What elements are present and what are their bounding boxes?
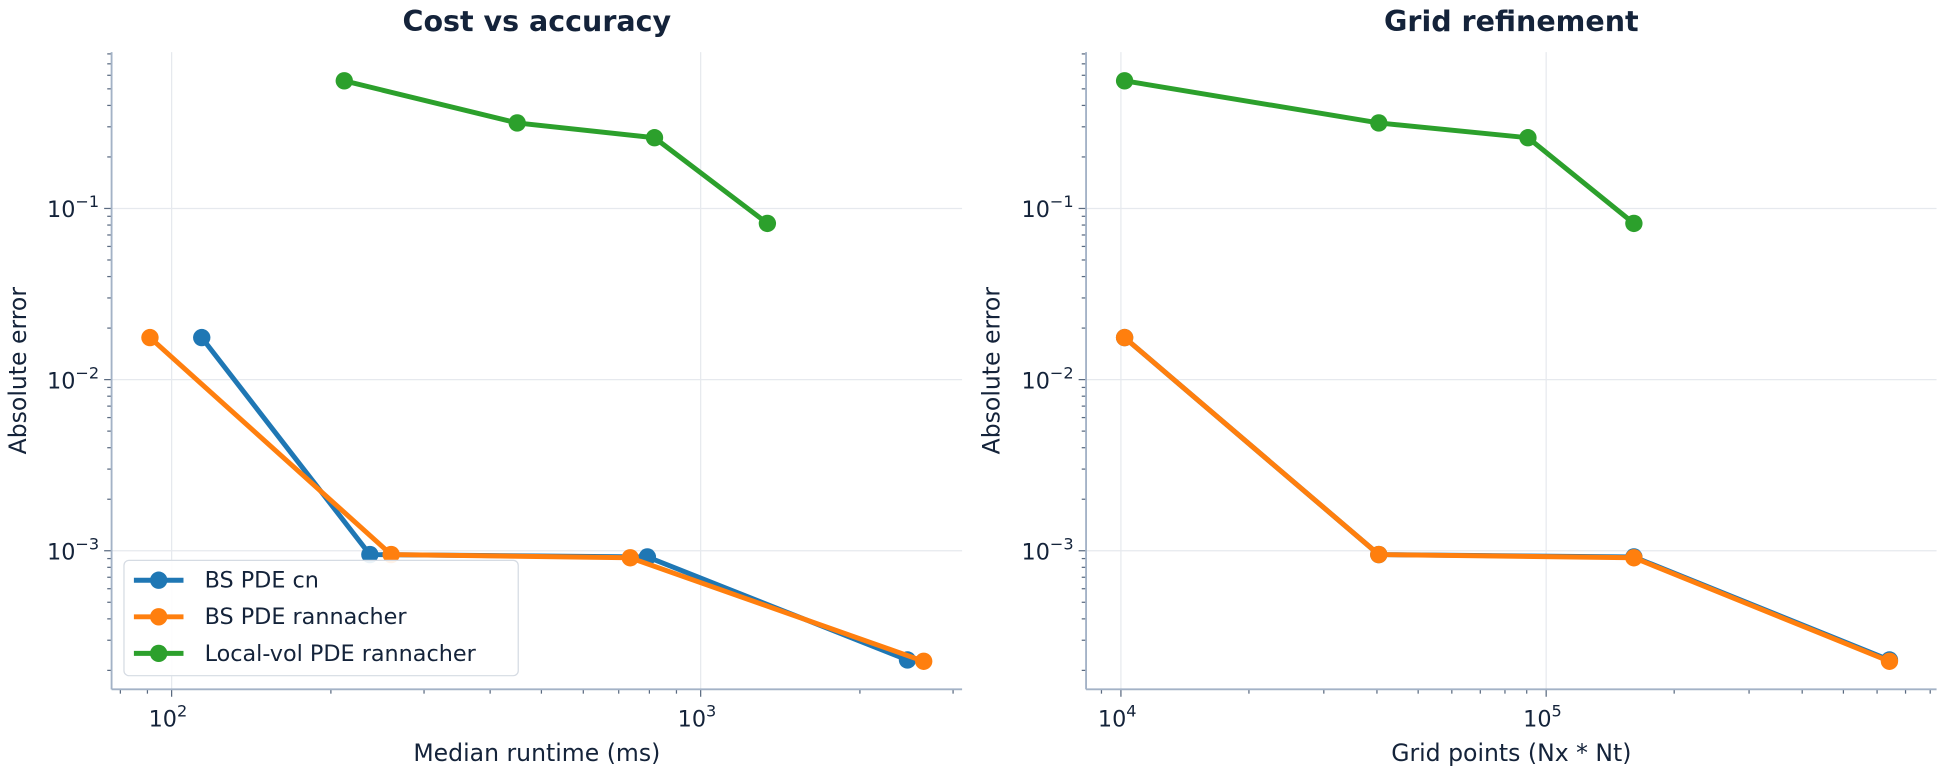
data-point — [141, 328, 159, 347]
tick-exponent: 2 — [177, 702, 187, 721]
tick-base: 10 — [47, 368, 75, 394]
data-point — [361, 545, 379, 564]
tick-base: 10 — [1022, 197, 1050, 223]
series-2 — [1115, 72, 1643, 233]
legend-box — [123, 559, 519, 677]
data-point — [915, 652, 933, 670]
tick-exponent: 3 — [706, 702, 716, 721]
data-point — [1625, 549, 1643, 567]
series-line — [1124, 78, 1636, 226]
legend-item: BS PDE rannacher — [133, 604, 408, 630]
tick-base: 10 — [1098, 707, 1126, 733]
tick-base: 10 — [1523, 707, 1551, 733]
y-axis-label: Absolute error — [4, 287, 32, 455]
data-point — [1519, 129, 1537, 147]
tick-base: 10 — [678, 707, 706, 733]
legend-label: Local-vol PDE rannacher — [205, 641, 477, 667]
data-point — [193, 328, 211, 347]
x-tick-label: 105 — [1523, 702, 1562, 733]
x-tick-label: 102 — [149, 702, 188, 733]
tick-exponent: −1 — [1050, 192, 1074, 211]
series-local-vol-pde-rannacher — [335, 72, 777, 233]
y-tick-label: 10−2 — [1022, 363, 1074, 394]
data-point — [382, 545, 400, 564]
y-tick-label: 10−1 — [47, 192, 99, 223]
data-point — [1370, 114, 1388, 132]
legend-marker — [150, 571, 168, 589]
tick-exponent: −2 — [1050, 363, 1074, 382]
tick-base: 10 — [1022, 368, 1050, 394]
tick-exponent: 5 — [1552, 702, 1562, 721]
series-line — [343, 78, 769, 226]
legend: BS PDE cn BS PDE rannacher Local-vol PDE r… — [123, 559, 519, 677]
tick-exponent: 4 — [1126, 702, 1136, 721]
x-axis-label: Grid points (Nx * Nt) — [1391, 739, 1631, 767]
y-tick-label: 10−1 — [1022, 192, 1074, 223]
y-tick-label: 10−3 — [47, 535, 99, 566]
data-point — [645, 129, 664, 147]
series-bs-pde-rannacher — [141, 328, 933, 670]
data-point — [1625, 214, 1643, 233]
x-axis-label: Median runtime (ms) — [413, 739, 660, 767]
tick-exponent: −3 — [75, 535, 99, 554]
legend-label: BS PDE cn — [205, 568, 319, 594]
series-line — [148, 335, 925, 664]
legend-label: BS PDE rannacher — [205, 604, 408, 630]
tick-base: 10 — [1022, 539, 1050, 565]
data-point — [508, 114, 526, 132]
legend-item: BS PDE cn — [133, 568, 319, 594]
y-axis-label: Absolute error — [977, 287, 1005, 455]
tick-base: 10 — [47, 539, 75, 565]
series-line — [1122, 335, 1891, 664]
x-tick-label: 104 — [1098, 702, 1137, 733]
series-1 — [1115, 328, 1899, 670]
tick-base: 10 — [149, 707, 177, 733]
series-line — [1122, 335, 1891, 663]
y-tick-label: 10−3 — [1022, 535, 1074, 566]
cost-vs-accuracy-chart: Cost vs accuracy Median runtime (ms) Abs… — [4, 5, 963, 767]
legend-marker — [150, 608, 168, 626]
tick-exponent: −1 — [75, 192, 99, 211]
legend-marker — [150, 644, 168, 663]
chart-title: Cost vs accuracy — [403, 5, 672, 38]
chart-title: Grid refinement — [1384, 5, 1639, 38]
x-tick-label: 103 — [678, 702, 717, 733]
legend-item: Local-vol PDE rannacher — [133, 641, 477, 667]
data-point — [1370, 545, 1388, 564]
grid-refinement-chart: Grid refinement Grid points (Nx * Nt) Ab… — [977, 5, 1937, 767]
data-point — [1115, 328, 1134, 347]
y-tick-label: 10−2 — [47, 363, 99, 394]
tick-exponent: −2 — [75, 363, 99, 382]
data-point — [758, 214, 777, 233]
tick-exponent: −3 — [1050, 535, 1074, 554]
data-point — [1115, 72, 1134, 90]
data-point — [1880, 652, 1899, 670]
data-point — [335, 72, 353, 90]
data-point — [621, 549, 639, 567]
tick-base: 10 — [47, 197, 75, 223]
